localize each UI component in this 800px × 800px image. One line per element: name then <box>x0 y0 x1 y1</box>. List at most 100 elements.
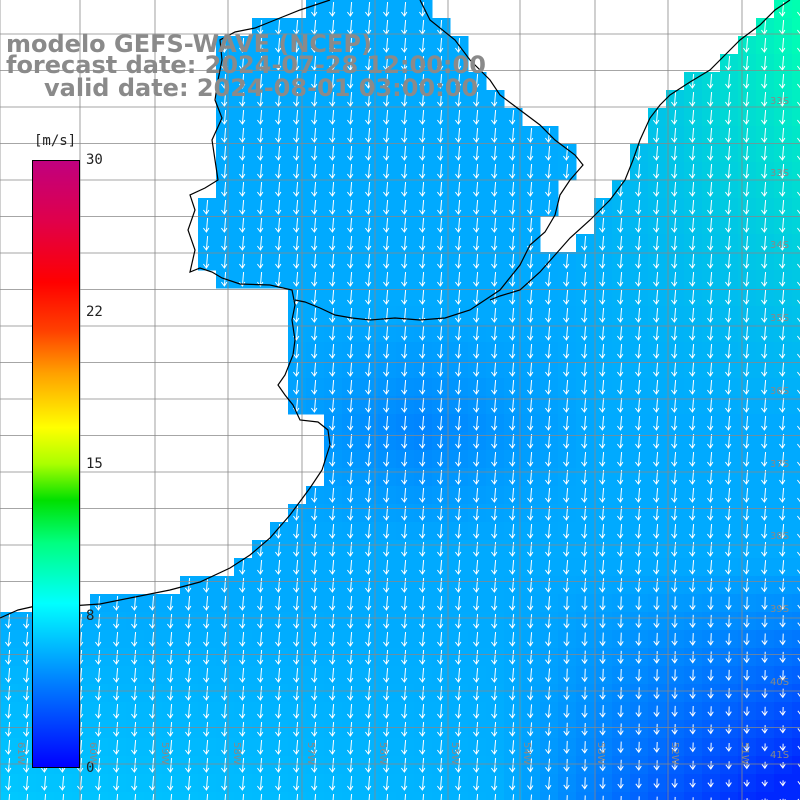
wind-arrow <box>437 235 444 251</box>
wind-arrow <box>113 775 120 791</box>
wind-arrow <box>419 721 426 737</box>
wind-speed-cell <box>792 504 800 523</box>
map-title-model: modelo GEFS-WAVE (NCEP) <box>6 30 372 58</box>
wind-arrow <box>581 578 588 593</box>
wind-arrow <box>635 759 642 771</box>
wind-arrow <box>563 487 570 503</box>
wind-arrow <box>365 667 372 683</box>
wind-arrow <box>437 307 444 323</box>
wind-arrow <box>797 425 800 431</box>
wind-arrow <box>491 757 498 773</box>
wind-arrow <box>473 703 480 719</box>
wind-arrow <box>527 596 534 611</box>
wind-arrow <box>329 235 336 251</box>
lat-label: 33S <box>770 168 790 179</box>
wind-arrow <box>293 703 300 719</box>
wind-arrow <box>257 91 264 107</box>
wind-arrow <box>635 307 642 323</box>
lat-label: 41S <box>770 750 790 761</box>
wind-arrow <box>689 343 696 359</box>
wind-arrow <box>545 163 552 179</box>
wind-arrow <box>581 487 588 503</box>
wind-arrow <box>635 325 642 341</box>
colorbar-tick-30: 30 <box>86 152 103 168</box>
wind-arrow <box>527 289 534 305</box>
wind-arrow <box>725 433 732 449</box>
wind-arrow <box>635 560 642 575</box>
wind-arrow <box>419 775 426 791</box>
wind-arrow <box>455 523 462 539</box>
wind-arrow <box>311 271 318 287</box>
wind-arrow <box>725 343 732 359</box>
wind-arrow <box>239 91 246 107</box>
wind-speed-cell <box>792 594 800 613</box>
wind-arrow <box>527 704 534 719</box>
wind-arrow <box>293 379 300 395</box>
wind-arrow <box>689 361 696 377</box>
wind-arrow <box>293 685 300 701</box>
wind-arrow <box>206 793 209 800</box>
wind-arrow <box>437 73 444 89</box>
wind-arrow <box>527 451 534 467</box>
wind-arrow <box>689 109 696 125</box>
wind-arrow <box>401 181 408 197</box>
wind-arrow <box>293 361 300 377</box>
wind-arrow <box>311 775 318 791</box>
wind-arrow <box>797 497 800 503</box>
wind-arrow <box>761 73 768 89</box>
wind-arrow <box>779 670 786 681</box>
wind-arrow <box>329 523 336 539</box>
wind-arrow <box>491 235 498 251</box>
wind-arrow <box>455 397 462 413</box>
wind-arrow <box>635 361 642 377</box>
wind-arrow <box>5 631 12 647</box>
wind-arrow <box>347 253 354 269</box>
wind-arrow <box>671 325 678 341</box>
wind-arrow <box>653 487 660 503</box>
wind-arrow <box>329 253 336 269</box>
wind-arrow <box>797 119 800 125</box>
wind-arrow <box>131 667 138 683</box>
wind-arrow <box>455 289 462 305</box>
wind-arrow <box>527 379 534 395</box>
wind-arrow <box>350 793 353 800</box>
wind-arrow <box>635 669 642 682</box>
wind-arrow <box>473 271 480 287</box>
wind-arrow <box>599 723 606 736</box>
wind-arrow <box>239 631 246 647</box>
wind-arrow <box>257 685 264 701</box>
wind-arrow <box>779 217 786 233</box>
wind-arrow <box>113 649 120 665</box>
wind-arrow <box>401 487 408 503</box>
wind-arrow <box>581 541 588 557</box>
wind-arrow <box>275 145 282 161</box>
wind-arrow <box>689 578 696 593</box>
wind-arrow <box>203 199 210 215</box>
wind-arrow <box>419 37 426 53</box>
wind-arrow <box>275 253 282 269</box>
wind-arrow <box>599 614 606 629</box>
wind-arrow <box>527 686 534 701</box>
wind-arrow <box>239 235 246 251</box>
lon-label: 56W <box>377 742 388 765</box>
wind-arrow <box>365 37 372 53</box>
wind-arrow <box>275 613 282 629</box>
wind-arrow <box>797 479 800 485</box>
wind-arrow <box>257 109 264 125</box>
wind-arrow <box>707 343 714 359</box>
wind-arrow <box>221 235 228 251</box>
wind-arrow <box>314 793 317 800</box>
wind-arrow <box>617 451 624 467</box>
wind-arrow <box>671 289 678 305</box>
wind-arrow <box>491 739 498 755</box>
wind-arrow <box>239 703 246 719</box>
wind-arrow <box>311 649 318 665</box>
wind-arrow <box>617 759 624 772</box>
wind-arrow <box>329 721 336 737</box>
wind-arrow <box>365 271 372 287</box>
wind-arrow <box>401 559 408 575</box>
wind-arrow <box>113 757 120 773</box>
wind-arrow <box>386 793 389 800</box>
wind-arrow <box>77 775 84 791</box>
wind-arrow <box>134 793 137 800</box>
